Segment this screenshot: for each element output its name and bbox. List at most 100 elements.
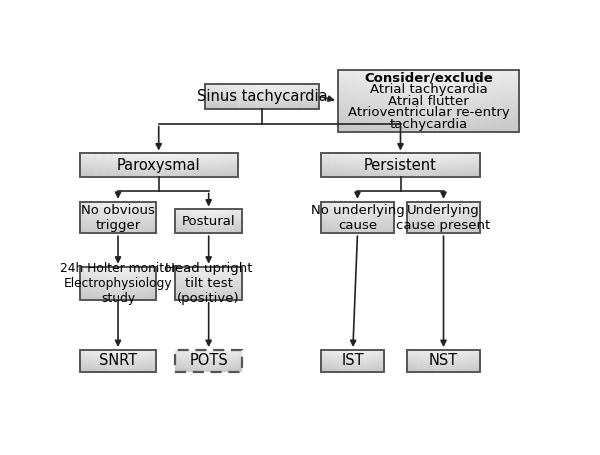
Bar [407,351,479,352]
Bar [175,232,242,233]
Bar [175,219,242,220]
Bar [175,292,242,293]
Text: Atrioventricular re-entry: Atrioventricular re-entry [347,106,509,119]
Bar [215,350,219,372]
Bar [175,367,242,368]
Bar [80,171,238,172]
Bar [205,104,319,105]
Bar [322,368,384,369]
Bar [130,267,134,300]
Bar [401,71,410,131]
Bar [175,219,242,220]
Bar [205,86,319,87]
Bar [350,350,353,372]
Bar [110,202,115,233]
Bar [205,106,319,107]
Bar [175,290,242,292]
Bar [83,202,88,233]
Bar [322,352,384,353]
Bar [338,96,519,98]
Bar [322,176,479,177]
Bar [418,350,422,372]
Bar [407,232,479,233]
Bar [175,286,242,288]
Bar [205,84,211,109]
Bar [407,368,479,369]
Bar [322,174,479,175]
Bar [510,71,520,131]
Bar [175,282,242,283]
Bar [338,107,519,109]
Bar [425,202,430,233]
Bar [226,267,229,300]
Bar [492,71,501,131]
Bar [236,209,239,233]
Bar [80,211,157,212]
Bar [350,202,354,233]
Bar [214,153,222,177]
Bar [175,227,242,228]
Bar [175,220,242,221]
Bar [222,350,226,372]
Bar [472,350,476,372]
Bar [80,202,84,233]
Bar [322,170,479,171]
Bar [80,351,157,352]
Bar [440,350,444,372]
Bar [353,153,361,177]
Bar [313,84,319,109]
Bar [175,223,242,224]
Bar [429,202,433,233]
Bar [322,156,479,157]
Bar [322,366,384,367]
Bar [80,162,238,163]
Bar [407,357,479,358]
Bar [407,209,479,210]
Bar [322,217,394,218]
Bar [407,205,479,206]
Bar [107,350,110,372]
Bar [322,214,394,215]
Bar [338,106,519,107]
Bar [80,293,157,294]
Bar [322,226,394,227]
Bar [322,215,394,216]
Bar [80,176,238,177]
Bar [322,358,384,359]
Bar [465,202,469,233]
Bar [80,280,157,281]
Bar [365,202,368,233]
Bar [322,216,394,217]
Bar [182,153,191,177]
Bar [322,224,394,225]
Bar [338,75,519,76]
Bar [149,267,153,300]
Bar [407,206,479,207]
Bar [322,227,394,228]
Bar [80,173,238,174]
Bar [322,169,479,170]
Bar [175,354,242,355]
Bar [322,207,394,208]
Bar [407,367,479,368]
Bar [322,357,384,358]
Bar [322,350,384,351]
Bar [322,161,479,162]
Bar [80,292,157,293]
Bar [175,353,242,354]
Bar [192,209,196,233]
Bar [415,202,419,233]
Bar [322,350,384,372]
Bar [322,202,394,233]
Bar [175,209,242,233]
Bar [88,350,91,372]
Bar [407,227,479,228]
Bar [80,352,157,353]
Bar [80,350,157,351]
Bar [80,213,157,214]
Bar [127,153,135,177]
Bar [407,218,479,219]
Bar [80,206,157,207]
Bar [322,165,479,166]
Bar [407,370,479,371]
